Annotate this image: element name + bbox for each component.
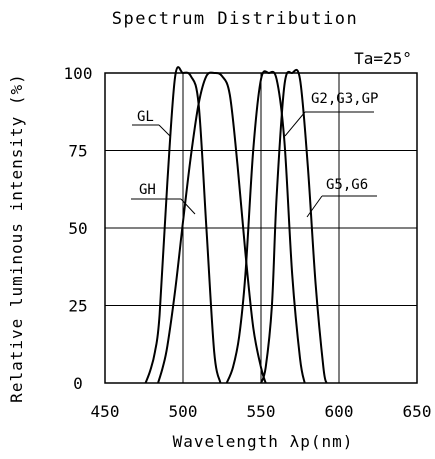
x-axis-label: Wavelength λp(nm) <box>173 432 354 451</box>
x-tick-label: 600 <box>325 402 354 421</box>
annotation-gh: GH <box>131 182 196 215</box>
x-tick-label: 450 <box>91 402 120 421</box>
y-tick-label: 50 <box>68 219 87 238</box>
x-tick-label: 500 <box>169 402 198 421</box>
x-tick-label: 550 <box>247 402 276 421</box>
y-tick-label: 0 <box>73 374 83 393</box>
annotation-gl-leader <box>158 124 171 137</box>
annotation-gl: GL <box>132 109 171 137</box>
spectrum-curves <box>144 66 328 384</box>
grid-lines <box>105 73 417 383</box>
condition-label: Ta=25° <box>354 49 412 68</box>
series-line-g5-g6 <box>260 68 328 384</box>
annotation-g5g6: G5,G6 <box>306 177 377 218</box>
series-line-gh <box>157 71 267 384</box>
y-tick-label: 25 <box>68 297 87 316</box>
y-tick-labels: 0 25 50 75 100 <box>64 64 93 393</box>
y-tick-label: 75 <box>68 142 87 161</box>
annotation-g5g6-leader <box>306 195 323 218</box>
annotation-g5g6-label: G5,G6 <box>326 177 368 193</box>
annotation-gh-leader <box>180 198 196 215</box>
series-line-g2-g3-gp <box>225 70 306 384</box>
annotation-gh-label: GH <box>139 182 156 198</box>
annotation-g2g3gp-leader <box>284 111 306 137</box>
annotation-g2g3gp-label: G2,G3,GP <box>311 91 378 107</box>
chart-title: Spectrum Distribution <box>112 9 358 29</box>
x-tick-label: 650 <box>403 402 432 421</box>
annotation-g2g3gp: G2,G3,GP <box>284 91 378 137</box>
y-tick-label: 100 <box>64 64 93 83</box>
x-tick-labels: 450 500 550 600 650 <box>91 402 432 421</box>
annotation-gl-label: GL <box>137 109 154 125</box>
y-axis-label: Relative luminous intensity (%) <box>7 73 26 403</box>
series-line-gl <box>144 66 222 384</box>
